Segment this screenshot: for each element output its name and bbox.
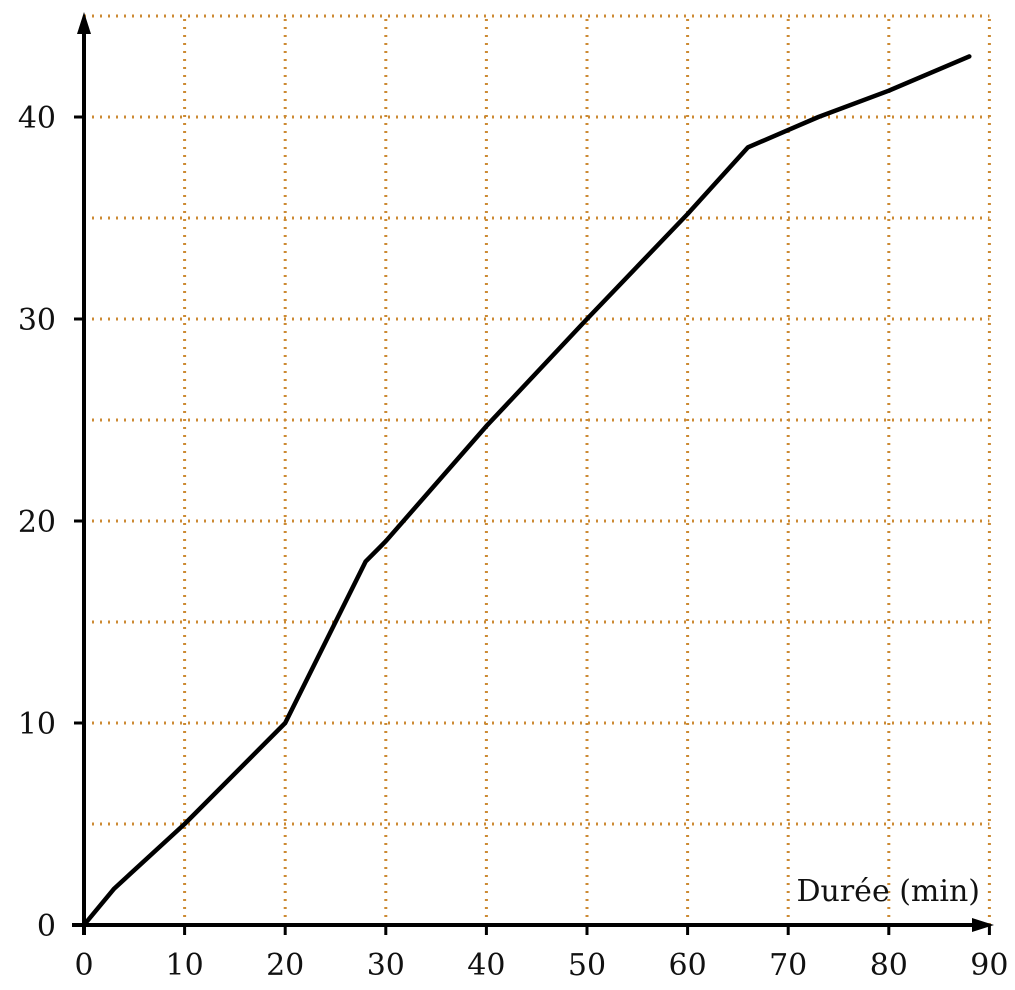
x-tick-label: 20 <box>266 948 304 983</box>
x-tick-label: 40 <box>467 948 505 983</box>
x-axis-label: Durée (min) <box>796 874 980 909</box>
series-line <box>81 54 972 928</box>
x-tick-label: 10 <box>166 948 204 983</box>
x-tick-label: 50 <box>568 948 606 983</box>
series <box>81 54 972 928</box>
x-tick-label: 90 <box>970 948 1008 983</box>
x-tick-label: 30 <box>367 948 405 983</box>
x-tick-label: 0 <box>74 948 93 983</box>
x-tick-label: 60 <box>669 948 707 983</box>
ticks: 0 10 20 30 40 50 60 70 80 90 0 10 20 30 40 <box>18 101 1009 983</box>
axes <box>72 12 994 935</box>
x-tick-label: 70 <box>769 948 807 983</box>
y-tick-label: 40 <box>18 101 56 136</box>
y-tick-label: 30 <box>18 303 56 338</box>
y-tick-label: 0 <box>37 909 56 944</box>
x-tick-label: 80 <box>870 948 908 983</box>
y-tick-label: 20 <box>18 505 56 540</box>
y-axis-arrow <box>77 12 91 34</box>
x-axis-arrow <box>972 918 994 932</box>
y-tick-label: 10 <box>18 707 56 742</box>
